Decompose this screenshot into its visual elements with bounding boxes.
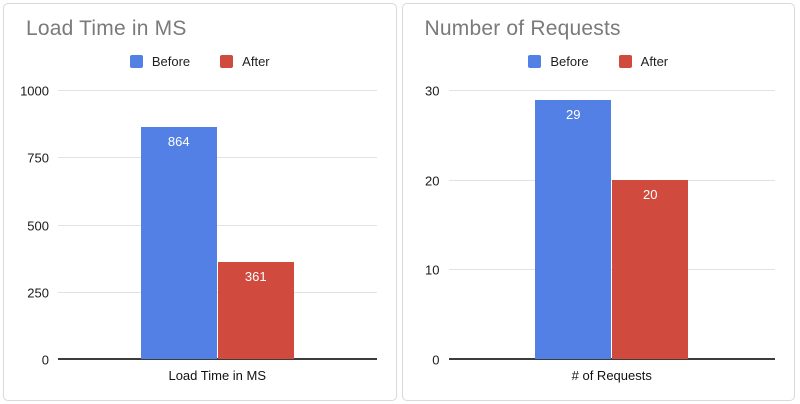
y-tick-label: 750 (27, 150, 49, 166)
bars-group: 29 20 (449, 91, 776, 359)
legend-item-after: After (220, 54, 270, 69)
gridline (58, 157, 377, 159)
gridline (58, 224, 377, 226)
legend-label-after: After (640, 54, 669, 69)
plot-area: Load Time in MS 0 250 500 750 1000 864 361 (20, 85, 377, 383)
legend-label-before: Before (550, 54, 589, 69)
y-tick-label: 250 (27, 285, 49, 301)
bar-value-label: 29 (566, 106, 581, 122)
x-axis-baseline (448, 358, 775, 360)
y-tick-label: 1000 (20, 83, 49, 99)
gridline (448, 179, 775, 181)
legend-item-before: Before (129, 54, 191, 69)
bar-value-label: 361 (244, 269, 267, 285)
legend-label-before: Before (151, 54, 191, 69)
y-tick-label: 20 (425, 173, 440, 189)
y-tick-label: 10 (425, 262, 440, 278)
chart-title-requests: Number of Requests (424, 17, 621, 40)
x-axis-label: Load Time in MS (168, 368, 267, 383)
legend-swatch-before-icon (129, 55, 143, 68)
bar-before[interactable]: 864 (140, 127, 217, 359)
bars-group: 864 361 (58, 91, 377, 359)
legend-swatch-after-icon (618, 55, 632, 68)
bar-value-label: 20 (643, 187, 658, 203)
bar-value-label: 864 (167, 134, 190, 150)
gridline (448, 269, 775, 271)
legend-label-after: After (242, 54, 270, 69)
gridline (58, 291, 377, 293)
chart-card-requests: Number of Requests Before After # of Req… (401, 3, 795, 401)
plot-area: # of Requests 0 10 20 30 29 20 (425, 85, 776, 383)
y-tick-label: 30 (425, 83, 440, 99)
bar-before[interactable]: 29 (535, 99, 612, 359)
x-axis-baseline (58, 358, 377, 360)
y-tick-label: 0 (41, 352, 49, 368)
chart-legend: Before After (403, 54, 795, 69)
chart-title-load-time: Load Time in MS (26, 17, 187, 40)
gridline (448, 90, 775, 91)
legend-item-before: Before (528, 54, 589, 69)
chart-legend: Before After (4, 54, 396, 69)
legend-swatch-after-icon (220, 55, 234, 68)
chart-card-load-time: Load Time in MS Before After Load Time i… (3, 3, 397, 401)
x-axis-label: # of Requests (571, 368, 652, 383)
y-tick-label: 500 (27, 218, 49, 233)
y-tick-label: 0 (432, 352, 440, 368)
gridline (58, 90, 377, 91)
legend-swatch-before-icon (528, 55, 542, 68)
legend-item-after: After (618, 54, 669, 69)
bar-after[interactable]: 361 (217, 262, 294, 359)
bar-after[interactable]: 20 (612, 180, 689, 359)
